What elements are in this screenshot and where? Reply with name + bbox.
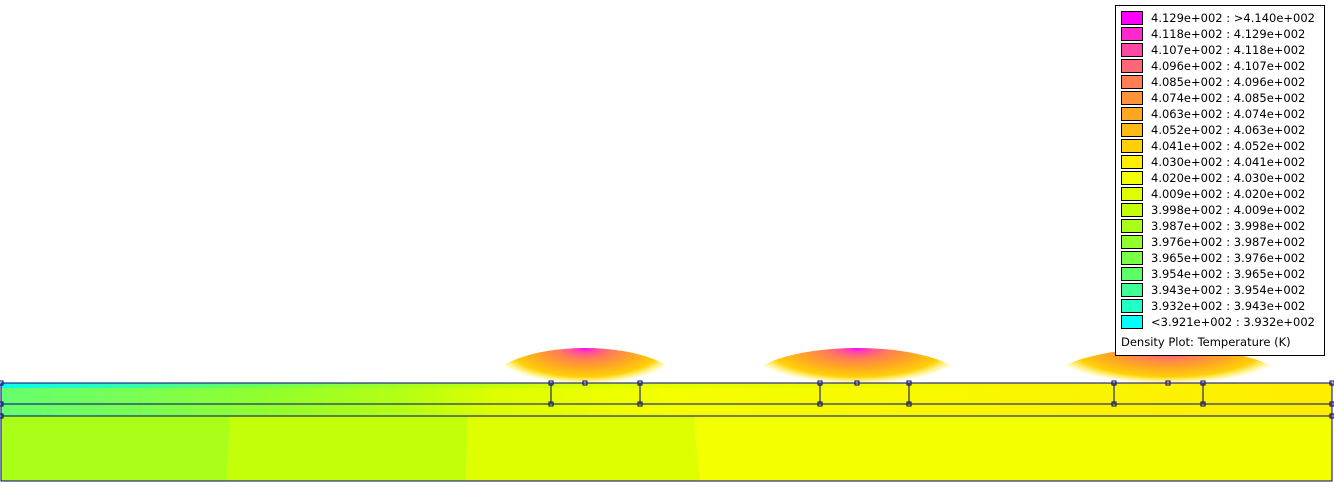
legend-entry: 4.085e+002 : 4.096e+002 xyxy=(1121,74,1305,90)
legend-entry: 3.998e+002 : 4.009e+002 xyxy=(1121,202,1305,218)
legend-label: 4.107e+002 : 4.118e+002 xyxy=(1151,43,1306,57)
legend-swatch xyxy=(1121,315,1143,329)
legend-entry: 4.074e+002 : 4.085e+002 xyxy=(1121,90,1305,106)
legend-entry: 4.096e+002 : 4.107e+002 xyxy=(1121,58,1305,74)
legend-swatch xyxy=(1121,251,1143,265)
legend-entry: 4.107e+002 : 4.118e+002 xyxy=(1121,42,1305,58)
legend-swatch xyxy=(1121,91,1143,105)
legend-label: <3.921e+002 : 3.932e+002 xyxy=(1151,315,1315,329)
legend-entry: 3.954e+002 : 3.965e+002 xyxy=(1121,266,1305,282)
legend-label: 4.063e+002 : 4.074e+002 xyxy=(1151,107,1306,121)
legend-label: 4.009e+002 : 4.020e+002 xyxy=(1151,187,1306,201)
legend-entry: <3.921e+002 : 3.932e+002 xyxy=(1121,314,1315,330)
legend-swatch xyxy=(1121,155,1143,169)
legend-label: 3.987e+002 : 3.998e+002 xyxy=(1151,219,1306,233)
legend-swatch xyxy=(1121,139,1143,153)
legend-entry: 4.009e+002 : 4.020e+002 xyxy=(1121,186,1305,202)
legend-label: 3.976e+002 : 3.987e+002 xyxy=(1151,235,1306,249)
hot-spots xyxy=(490,348,1288,420)
legend-entry: 4.129e+002 : >4.140e+002 xyxy=(1121,10,1315,26)
legend-swatch xyxy=(1121,59,1143,73)
legend-swatch xyxy=(1121,235,1143,249)
legend-label: 4.030e+002 : 4.041e+002 xyxy=(1151,155,1306,169)
legend-label: 4.085e+002 : 4.096e+002 xyxy=(1151,75,1306,89)
legend-swatch xyxy=(1121,27,1143,41)
legend-entry: 4.020e+002 : 4.030e+002 xyxy=(1121,170,1305,186)
legend-entry: 3.943e+002 : 3.954e+002 xyxy=(1121,282,1305,298)
geometry-nodes xyxy=(0,380,1334,419)
legend-label: 3.954e+002 : 3.965e+002 xyxy=(1151,267,1306,281)
legend-label: 4.118e+002 : 4.129e+002 xyxy=(1151,27,1306,41)
legend-entry: 3.976e+002 : 3.987e+002 xyxy=(1121,234,1305,250)
legend-label: 3.965e+002 : 3.976e+002 xyxy=(1151,251,1306,265)
legend-entry: 4.030e+002 : 4.041e+002 xyxy=(1121,154,1305,170)
legend-entry: 3.987e+002 : 3.998e+002 xyxy=(1121,218,1305,234)
legend-swatch xyxy=(1121,203,1143,217)
legend-label: 4.041e+002 : 4.052e+002 xyxy=(1151,139,1306,153)
legend-entry: 4.052e+002 : 4.063e+002 xyxy=(1121,122,1305,138)
legend-label: 4.020e+002 : 4.030e+002 xyxy=(1151,171,1306,185)
legend-entry: 4.063e+002 : 4.074e+002 xyxy=(1121,106,1305,122)
middle-layer xyxy=(1,404,1332,416)
legend-swatch xyxy=(1121,283,1143,297)
legend-swatch xyxy=(1121,267,1143,281)
legend-label: 3.998e+002 : 4.009e+002 xyxy=(1151,203,1306,217)
geometry-lines xyxy=(0,382,1333,482)
legend-title: Density Plot: Temperature (K) xyxy=(1121,335,1291,349)
hot-spot-2 xyxy=(747,348,967,420)
legend-entry: 3.965e+002 : 3.976e+002 xyxy=(1121,250,1305,266)
legend-entry: 3.932e+002 : 3.943e+002 xyxy=(1121,298,1305,314)
legend-swatch xyxy=(1121,107,1143,121)
legend-swatch xyxy=(1121,299,1143,313)
legend-swatch xyxy=(1121,171,1143,185)
hot-spot-3 xyxy=(1048,348,1288,420)
hot-spot-1 xyxy=(490,348,680,420)
legend-entry: 4.118e+002 : 4.129e+002 xyxy=(1121,26,1305,42)
legend-swatch xyxy=(1121,187,1143,201)
legend-swatch xyxy=(1121,219,1143,233)
legend: 4.129e+002 : >4.140e+002 4.118e+002 : 4.1… xyxy=(1115,5,1325,356)
legend-label: 4.052e+002 : 4.063e+002 xyxy=(1151,123,1306,137)
legend-swatch xyxy=(1121,123,1143,137)
legend-label: 4.096e+002 : 4.107e+002 xyxy=(1151,59,1306,73)
legend-label: 4.129e+002 : >4.140e+002 xyxy=(1151,11,1315,25)
legend-swatch xyxy=(1121,43,1143,57)
legend-swatch xyxy=(1121,11,1143,25)
bottom-layer xyxy=(1,416,1332,481)
legend-swatch xyxy=(1121,75,1143,89)
legend-label: 4.074e+002 : 4.085e+002 xyxy=(1151,91,1306,105)
legend-entry: 4.041e+002 : 4.052e+002 xyxy=(1121,138,1305,154)
legend-label: 3.932e+002 : 3.943e+002 xyxy=(1151,299,1306,313)
legend-label: 3.943e+002 : 3.954e+002 xyxy=(1151,283,1306,297)
